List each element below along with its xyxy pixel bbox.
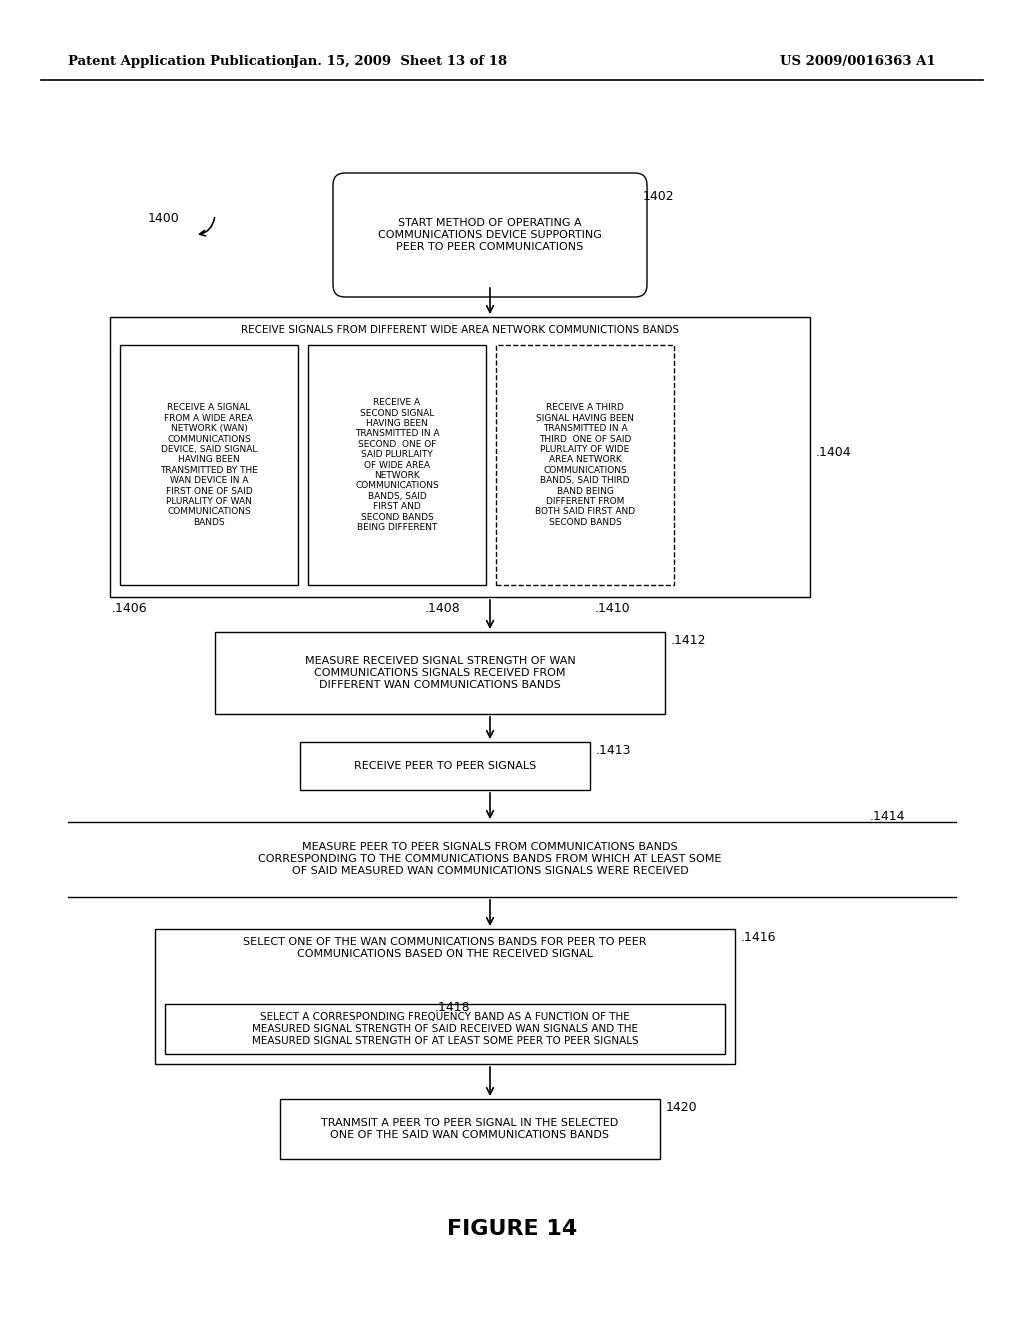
Text: .1418: .1418 [435,1001,471,1014]
Text: SELECT ONE OF THE WAN COMMUNICATIONS BANDS FOR PEER TO PEER
COMMUNICATIONS BASED: SELECT ONE OF THE WAN COMMUNICATIONS BAN… [244,937,647,958]
Text: RECEIVE PEER TO PEER SIGNALS: RECEIVE PEER TO PEER SIGNALS [354,762,537,771]
Text: .1413: .1413 [596,744,632,756]
Text: US 2009/0016363 A1: US 2009/0016363 A1 [780,55,936,69]
Text: MEASURE RECEIVED SIGNAL STRENGTH OF WAN
COMMUNICATIONS SIGNALS RECEIVED FROM
DIF: MEASURE RECEIVED SIGNAL STRENGTH OF WAN … [304,656,575,689]
Text: .1406: .1406 [112,602,147,615]
Text: TRANMSIT A PEER TO PEER SIGNAL IN THE SELECTED
ONE OF THE SAID WAN COMMUNICATION: TRANMSIT A PEER TO PEER SIGNAL IN THE SE… [322,1118,618,1139]
Text: 1400: 1400 [148,211,180,224]
Text: .1416: .1416 [741,931,776,944]
FancyBboxPatch shape [300,742,590,789]
FancyBboxPatch shape [308,345,486,585]
Text: RECEIVE A SIGNAL
FROM A WIDE AREA
NETWORK (WAN)
COMMUNICATIONS
DEVICE, SAID SIGN: RECEIVE A SIGNAL FROM A WIDE AREA NETWOR… [160,404,258,527]
Text: SELECT A CORRESPONDING FREQUENCY BAND AS A FUNCTION OF THE
MEASURED SIGNAL STREN: SELECT A CORRESPONDING FREQUENCY BAND AS… [252,1012,638,1045]
Text: .1404: .1404 [816,446,852,458]
FancyBboxPatch shape [215,632,665,714]
Text: Patent Application Publication: Patent Application Publication [68,55,295,69]
Text: .1414: .1414 [870,810,905,822]
Text: Jan. 15, 2009  Sheet 13 of 18: Jan. 15, 2009 Sheet 13 of 18 [293,55,507,69]
FancyBboxPatch shape [110,317,810,597]
Text: START METHOD OF OPERATING A
COMMUNICATIONS DEVICE SUPPORTING
PEER TO PEER COMMUN: START METHOD OF OPERATING A COMMUNICATIO… [378,218,602,252]
Text: RECEIVE A THIRD
SIGNAL HAVING BEEN
TRANSMITTED IN A
THIRD  ONE OF SAID
PLURLAITY: RECEIVE A THIRD SIGNAL HAVING BEEN TRANS… [535,404,635,527]
FancyBboxPatch shape [155,929,735,1064]
Text: 1402: 1402 [643,190,675,203]
Text: .1412: .1412 [671,634,707,647]
FancyBboxPatch shape [333,173,647,297]
Text: 1420: 1420 [666,1101,697,1114]
FancyBboxPatch shape [280,1100,660,1159]
FancyBboxPatch shape [496,345,674,585]
Text: RECEIVE SIGNALS FROM DIFFERENT WIDE AREA NETWORK COMMUNICTIONS BANDS: RECEIVE SIGNALS FROM DIFFERENT WIDE AREA… [241,325,679,335]
Text: .1410: .1410 [595,602,631,615]
FancyBboxPatch shape [165,1005,725,1053]
FancyBboxPatch shape [120,345,298,585]
Text: MEASURE PEER TO PEER SIGNALS FROM COMMUNICATIONS BANDS
CORRESPONDING TO THE COMM: MEASURE PEER TO PEER SIGNALS FROM COMMUN… [258,842,722,875]
Text: .1408: .1408 [425,602,461,615]
Text: RECEIVE A
SECOND SIGNAL
HAVING BEEN
TRANSMITTED IN A
SECOND  ONE OF
SAID PLURLAI: RECEIVE A SECOND SIGNAL HAVING BEEN TRAN… [354,399,439,532]
Text: FIGURE 14: FIGURE 14 [446,1218,578,1239]
